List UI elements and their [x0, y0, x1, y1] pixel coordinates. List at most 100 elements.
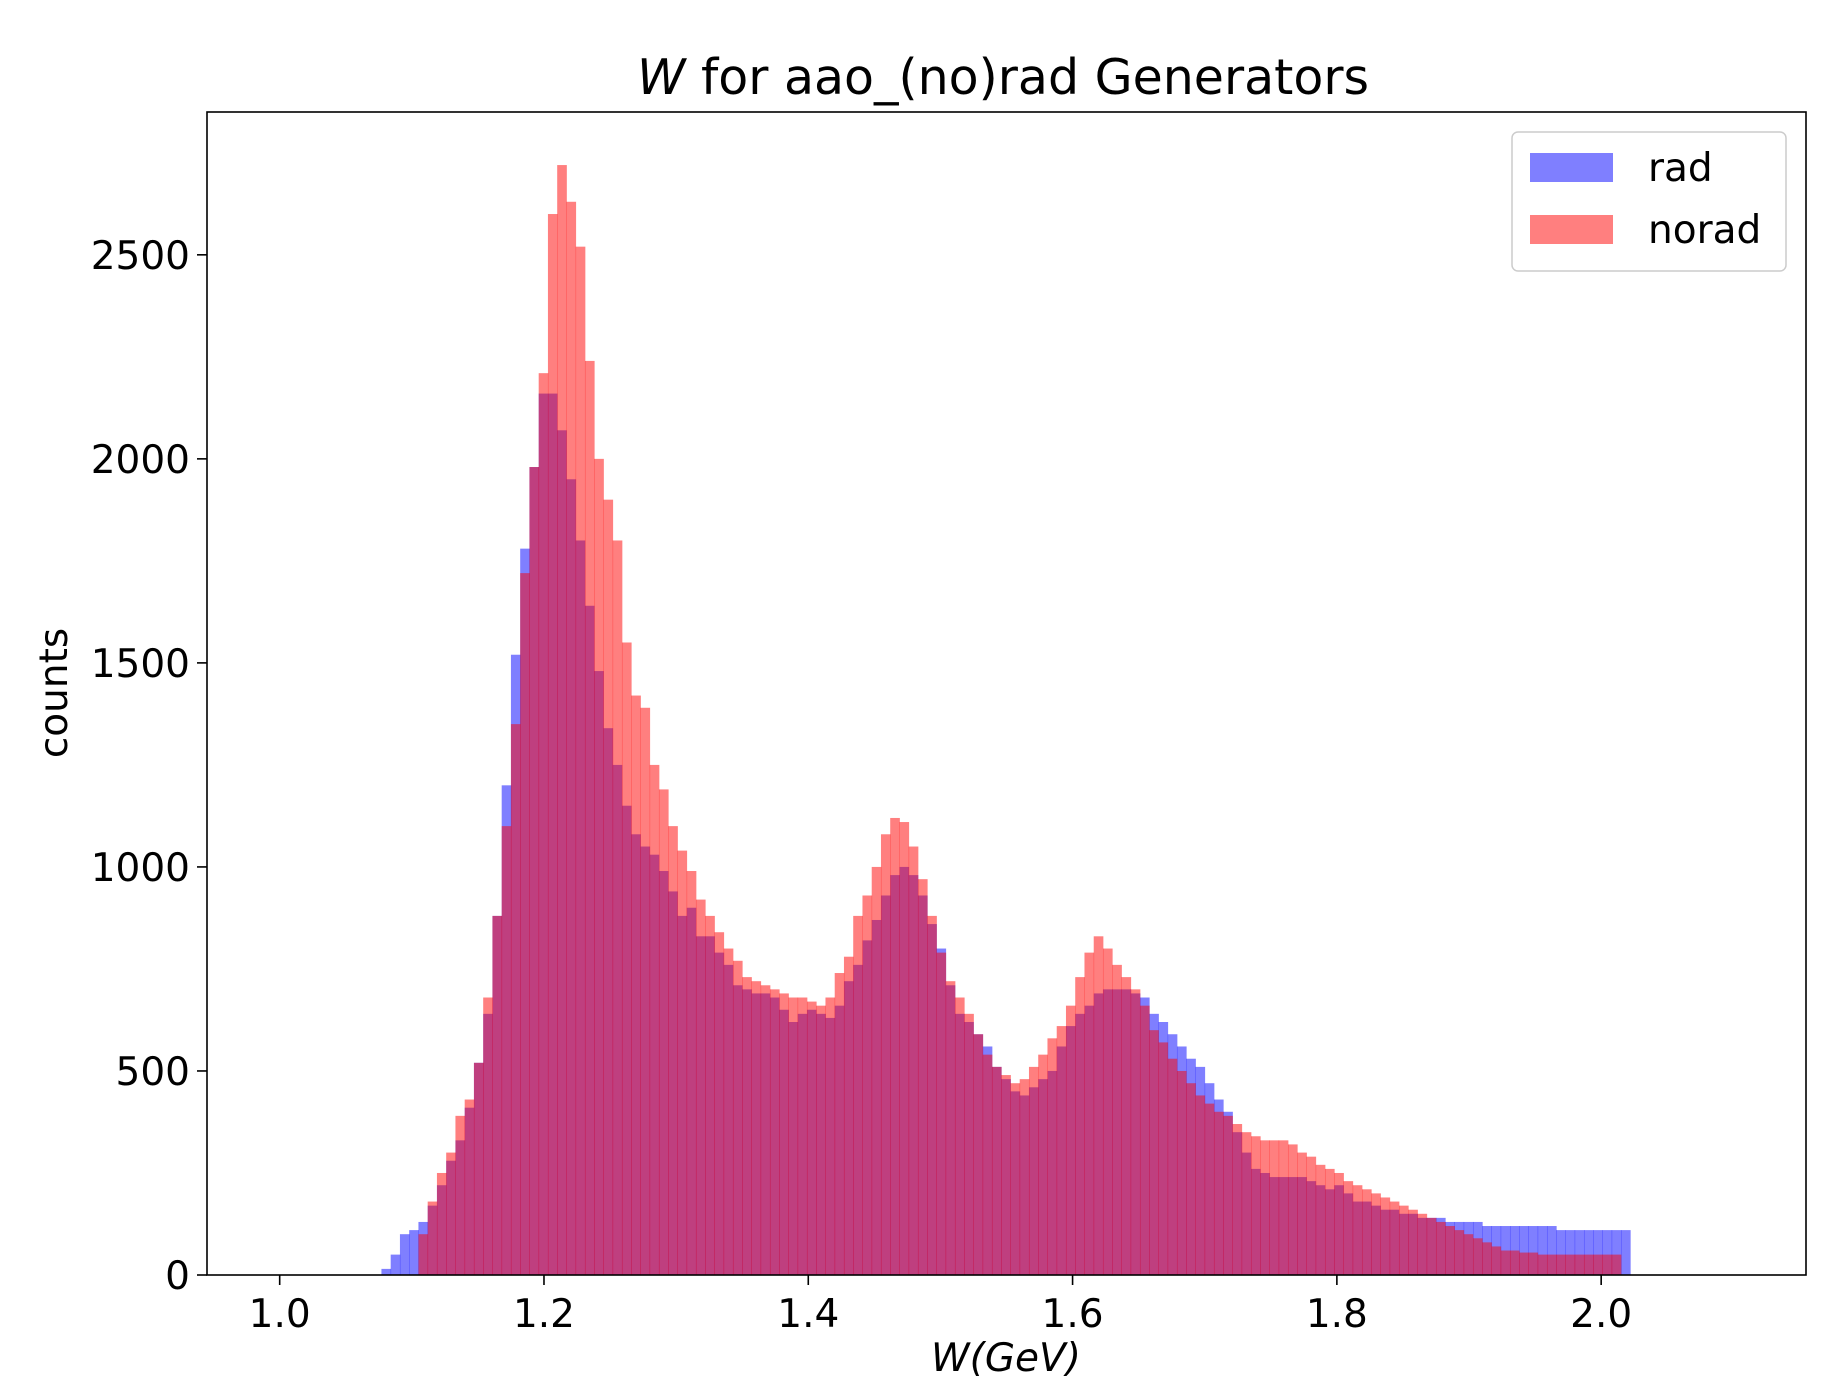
- bar-norad: [603, 499, 614, 1275]
- bar-norad: [871, 866, 882, 1275]
- bar-norad: [621, 642, 632, 1275]
- bar-norad: [1528, 1252, 1539, 1275]
- bar-norad: [1019, 1079, 1030, 1275]
- bar-norad: [945, 981, 956, 1275]
- bar-norad: [1232, 1124, 1243, 1275]
- bar-norad: [1435, 1221, 1446, 1275]
- bar-norad: [1334, 1172, 1344, 1275]
- bar-norad: [677, 850, 688, 1275]
- x-axis-label: W(GeV): [931, 1336, 1081, 1381]
- bar-norad: [760, 985, 771, 1275]
- bar-norad: [538, 373, 549, 1275]
- bar-norad: [1306, 1156, 1317, 1275]
- bar-rad: [399, 1234, 410, 1275]
- bar-norad: [612, 540, 623, 1275]
- bar-norad: [806, 1001, 817, 1275]
- bar-norad: [1611, 1254, 1622, 1275]
- bar-norad: [418, 1234, 429, 1275]
- bar-norad: [1537, 1254, 1548, 1275]
- bar-rad: [381, 1268, 392, 1275]
- bar-norad: [575, 246, 586, 1275]
- bar-norad: [520, 573, 530, 1275]
- bar-norad: [1380, 1197, 1391, 1275]
- bar-norad: [1398, 1205, 1409, 1275]
- y-axis: 0 500 1000 1500 2000 2500: [91, 234, 207, 1299]
- bar-norad: [1361, 1189, 1372, 1275]
- bar-norad: [649, 764, 660, 1275]
- y-tick-label: 1000: [91, 846, 190, 891]
- bar-norad: [816, 1005, 826, 1275]
- bar-norad: [1343, 1181, 1354, 1275]
- bar-norad: [1102, 948, 1113, 1275]
- x-tick-label: 1.6: [1042, 1292, 1104, 1337]
- bar-norad: [1084, 952, 1095, 1275]
- bar-norad: [1149, 1030, 1159, 1275]
- bar-norad: [797, 997, 808, 1275]
- bar-norad: [501, 826, 512, 1275]
- bar-norad: [714, 932, 725, 1275]
- bar-norad: [1223, 1115, 1233, 1275]
- bar-norad: [982, 1054, 993, 1275]
- bar-norad: [788, 997, 799, 1275]
- bar-norad: [723, 948, 734, 1275]
- bar-norad: [917, 879, 928, 1275]
- bar-norad: [890, 817, 900, 1275]
- chart-title-variable: W: [637, 49, 687, 106]
- bar-norad: [1454, 1230, 1465, 1275]
- y-tick-label: 0: [165, 1254, 190, 1299]
- bar-norad: [1260, 1140, 1270, 1275]
- bar-rad: [1537, 1226, 1548, 1275]
- bar-norad: [483, 997, 493, 1275]
- bar-norad: [436, 1172, 447, 1275]
- bar-norad: [1176, 1070, 1187, 1275]
- bar-norad: [1565, 1254, 1576, 1275]
- bar-norad: [862, 895, 873, 1275]
- bar-norad: [834, 973, 845, 1275]
- bar-norad: [1010, 1083, 1021, 1275]
- plot-area: [381, 165, 1631, 1275]
- bar-norad: [1417, 1213, 1428, 1275]
- bar-norad: [1574, 1254, 1585, 1275]
- bar-norad: [1204, 1103, 1215, 1275]
- legend: rad norad: [1511, 131, 1787, 272]
- x-tick-label: 1.2: [513, 1292, 575, 1337]
- bar-norad: [1509, 1250, 1520, 1275]
- bar-norad: [584, 360, 595, 1275]
- bar-norad: [1250, 1136, 1261, 1275]
- bar-norad: [1130, 989, 1141, 1275]
- bar-norad: [751, 981, 762, 1275]
- chart-title: W for aao_(no)rad Generators: [637, 49, 1369, 106]
- bar-norad: [1065, 1005, 1076, 1275]
- bar-norad: [1389, 1201, 1400, 1275]
- bar-norad: [695, 899, 706, 1275]
- bar-norad: [1297, 1152, 1307, 1275]
- bar-norad: [1472, 1238, 1483, 1275]
- bar-norad: [1556, 1254, 1566, 1275]
- bar-rad: [1528, 1226, 1539, 1275]
- bar-norad: [1186, 1083, 1196, 1275]
- bar-norad: [742, 977, 752, 1275]
- bar-norad: [510, 724, 521, 1275]
- bar-norad: [1093, 936, 1104, 1275]
- x-axis: 1.0 1.2 1.4 1.6 1.8 2.0: [249, 1275, 1632, 1337]
- bar-rad: [1593, 1230, 1603, 1275]
- legend-label-norad: norad: [1648, 208, 1761, 253]
- series-norad: [418, 165, 1622, 1275]
- bar-norad: [732, 960, 743, 1275]
- bar-rad: [1565, 1230, 1576, 1275]
- bar-norad: [1139, 1005, 1150, 1275]
- bar-rad: [390, 1254, 401, 1275]
- y-tick-label: 500: [116, 1050, 190, 1095]
- bar-norad: [455, 1115, 466, 1275]
- bar-norad: [991, 1066, 1002, 1275]
- legend-label-rad: rad: [1648, 146, 1713, 191]
- bar-norad: [1602, 1254, 1613, 1275]
- y-tick-label: 1500: [91, 642, 190, 687]
- bar-norad: [1278, 1140, 1289, 1275]
- y-axis-label: counts: [32, 628, 77, 758]
- bar-norad: [769, 989, 780, 1275]
- bar-norad: [927, 915, 937, 1275]
- bar-norad: [1491, 1246, 1502, 1275]
- bar-norad: [1167, 1058, 1178, 1275]
